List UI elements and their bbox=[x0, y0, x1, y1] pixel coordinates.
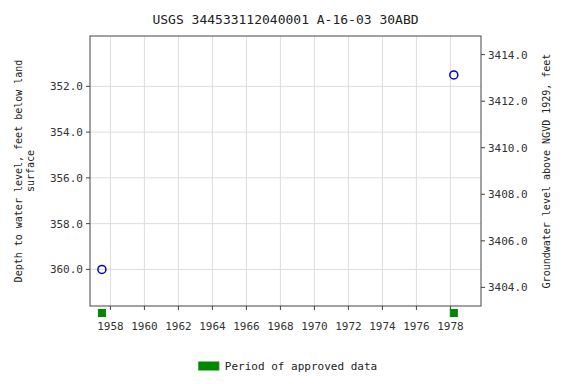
tick-label-x: 1970 bbox=[301, 320, 328, 333]
tick-label-x: 1974 bbox=[369, 320, 396, 333]
approved-marker bbox=[450, 310, 457, 317]
tick-label-y2: 3410.0 bbox=[488, 142, 528, 155]
tick-label-y2: 3406.0 bbox=[488, 235, 528, 248]
data-point bbox=[98, 265, 106, 273]
grid-line-x bbox=[348, 36, 349, 306]
grid-line-y bbox=[90, 86, 481, 87]
title: USGS 344533112040001 A-16-03 30ABD bbox=[152, 12, 418, 27]
grid-line-x bbox=[178, 36, 179, 306]
tick-x bbox=[178, 306, 179, 310]
chart: 1958 1960 1962 1964 1966 1968 1970 1972 1974 1976… bbox=[0, 0, 576, 384]
tick-x bbox=[212, 306, 213, 310]
tick-y bbox=[86, 223, 90, 224]
tick-y2 bbox=[481, 194, 485, 195]
tick-x bbox=[348, 306, 349, 310]
tick-x bbox=[246, 306, 247, 310]
tick-x bbox=[314, 306, 315, 310]
grid bbox=[90, 36, 481, 306]
tick-y bbox=[86, 86, 90, 87]
tick-label-y: 354.0 bbox=[50, 126, 83, 139]
tick-label-x: 1976 bbox=[403, 320, 430, 333]
tick-x bbox=[144, 306, 145, 310]
grid-line-x bbox=[416, 36, 417, 306]
tick-x bbox=[280, 306, 281, 310]
tick-y bbox=[86, 269, 90, 270]
grid-line-x bbox=[212, 36, 213, 306]
tick-y2 bbox=[481, 54, 485, 55]
approved-marker bbox=[98, 310, 105, 317]
tick-label-x: 1960 bbox=[131, 320, 158, 333]
tick-x bbox=[416, 306, 417, 310]
tick-label-x: 1978 bbox=[437, 320, 464, 333]
plot-area bbox=[98, 71, 458, 273]
tick-label-x: 1958 bbox=[97, 320, 124, 333]
grid-line-x bbox=[314, 36, 315, 306]
tick-x bbox=[382, 306, 383, 310]
legend: Period of approved data bbox=[199, 360, 377, 373]
edge-markers bbox=[98, 310, 457, 317]
data-point bbox=[450, 71, 458, 79]
tick-y2 bbox=[481, 101, 485, 102]
tick-label-y2: 3404.0 bbox=[488, 281, 528, 294]
legend-label: Period of approved data bbox=[225, 360, 377, 373]
tick-label-y: 356.0 bbox=[50, 172, 83, 185]
axis-label-y2: Groundwater level above NGVD 1929, feet bbox=[541, 54, 552, 289]
grid-line-x bbox=[144, 36, 145, 306]
tick-label-x: 1962 bbox=[165, 320, 192, 333]
legend-item: Period of approved data bbox=[199, 360, 377, 373]
tick-label-x: 1964 bbox=[199, 320, 226, 333]
grid-line-x bbox=[110, 36, 111, 306]
grid-line-y bbox=[90, 177, 481, 178]
tick-label-y: 358.0 bbox=[50, 218, 83, 231]
tick-label-y: 360.0 bbox=[50, 263, 83, 276]
plot-frame bbox=[90, 36, 481, 306]
axis-label-y: Depth to water level, feet below landsur… bbox=[13, 60, 36, 283]
tick-y2 bbox=[481, 147, 485, 148]
tick-label-y2: 3412.0 bbox=[488, 95, 528, 108]
tick-y2 bbox=[481, 240, 485, 241]
tick-label-y: 352.0 bbox=[50, 80, 83, 93]
grid-line-y bbox=[90, 132, 481, 133]
tick-label-x: 1966 bbox=[233, 320, 260, 333]
grid-line-x bbox=[280, 36, 281, 306]
tick-label-y2: 3414.0 bbox=[488, 49, 528, 62]
grid-line-y bbox=[90, 223, 481, 224]
tick-y2 bbox=[481, 287, 485, 288]
tick-label-x: 1968 bbox=[267, 320, 294, 333]
tick-y bbox=[86, 177, 90, 178]
tick-label-y2: 3408.0 bbox=[488, 188, 528, 201]
tick-x bbox=[110, 306, 111, 310]
grid-line-y bbox=[90, 269, 481, 270]
legend-swatch bbox=[199, 362, 219, 370]
tick-y bbox=[86, 132, 90, 133]
grid-line-x bbox=[246, 36, 247, 306]
tick-label-x: 1972 bbox=[335, 320, 362, 333]
grid-line-x bbox=[382, 36, 383, 306]
axes: 1958 1960 1962 1964 1966 1968 1970 1972 1974 1976… bbox=[50, 49, 528, 333]
